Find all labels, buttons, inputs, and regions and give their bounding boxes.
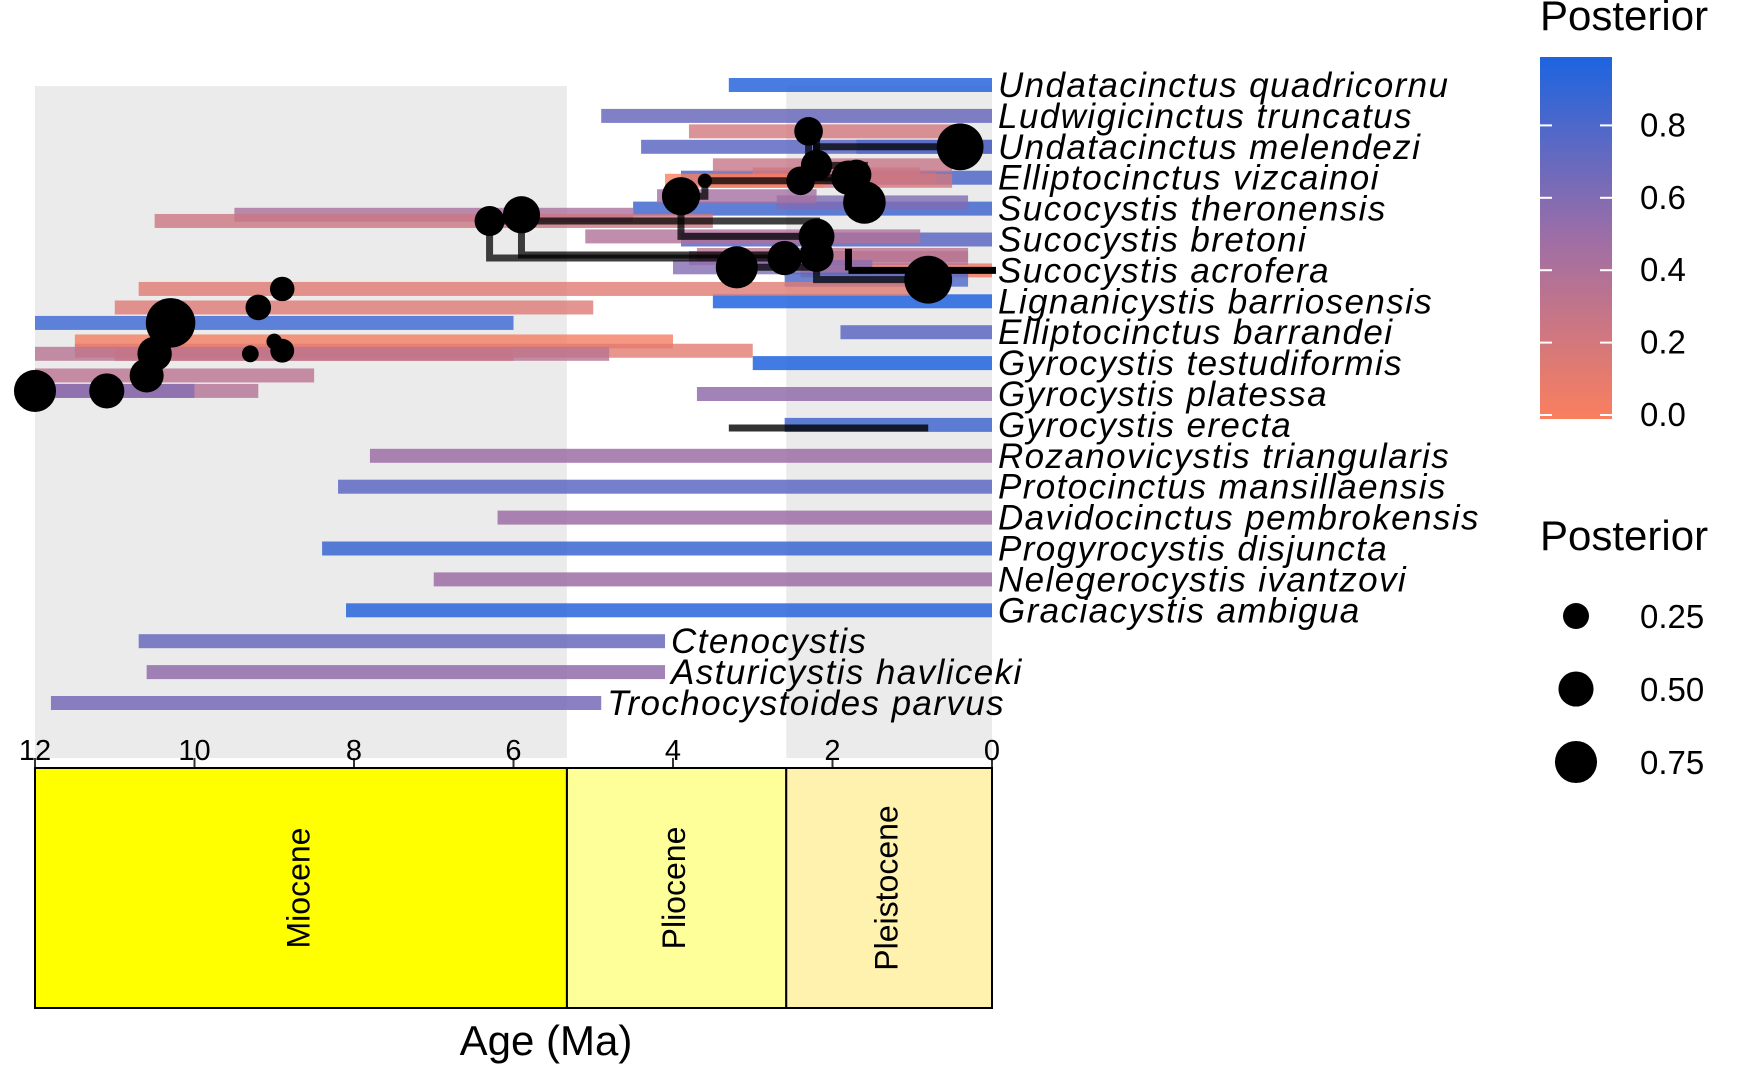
- tip-label: Gyrocystis testudiformis: [998, 344, 1403, 383]
- x-tick-label: 10: [178, 735, 210, 767]
- size-legend-label: 0.25: [1640, 598, 1704, 635]
- tip-bar: [322, 541, 993, 556]
- size-legend-dot: [1554, 740, 1598, 784]
- node-dot: [13, 369, 57, 412]
- tip-bar: [696, 387, 992, 401]
- tip-label: Protocinctus mansillaensis: [998, 468, 1447, 507]
- x-tick-label: 4: [665, 735, 681, 767]
- tip-bar: [433, 572, 992, 587]
- size-legend-label: 0.50: [1640, 671, 1704, 708]
- node-dot: [936, 123, 984, 171]
- node-dot: [697, 173, 713, 188]
- tip-bar: [50, 696, 602, 710]
- legend-color: Posterior 0.0 0.2 0.4 0.6 0.8: [1540, 0, 1708, 433]
- epoch-box: [565, 767, 788, 1009]
- tip-label: Graciacystis ambigua: [998, 591, 1361, 630]
- tip-label: Sucocystis acrofera: [998, 251, 1330, 290]
- tip-bar: [138, 634, 666, 649]
- node-hpd-bar: [35, 346, 610, 361]
- tip-label: Rozanovicystis triangularis: [998, 437, 1450, 476]
- tip-label: Gyrocystis erecta: [998, 406, 1292, 445]
- node-dot: [904, 255, 953, 304]
- tip-label: Ludwigicinctus truncatus: [998, 97, 1413, 136]
- node-dot: [502, 196, 541, 234]
- x-tick-label: 0: [984, 735, 1000, 767]
- node-dot: [661, 177, 701, 216]
- epoch-label: Pleistocene: [869, 805, 905, 970]
- node-dot: [715, 246, 758, 289]
- node-hpd-bar: [35, 315, 514, 330]
- tip-bar: [346, 603, 992, 618]
- colorbar-label: 0.0: [1640, 396, 1686, 433]
- size-legend-dot: [1558, 671, 1594, 707]
- epoch-strip: Miocene Pliocene Pleistocene: [34, 767, 993, 1009]
- tip-label: Gyrocystis platessa: [998, 375, 1328, 414]
- tip-label: Sucocystis theronensis: [998, 190, 1387, 229]
- legend-size-title: Posterior: [1540, 512, 1708, 559]
- tip-label: Sucocystis bretoni: [998, 221, 1307, 260]
- node-dot: [767, 240, 802, 276]
- node-hpd-bar: [688, 124, 961, 139]
- legend-size: Posterior 0.25 0.50 0.75: [1540, 512, 1708, 784]
- node-dot: [799, 237, 834, 272]
- tip-bar: [752, 356, 992, 371]
- colorbar-label: 0.2: [1640, 324, 1686, 361]
- node-dot: [245, 294, 272, 321]
- tip-labels: Undatacinctus quadricornuLudwigicinctus …: [607, 66, 1480, 723]
- tip-bar: [338, 479, 992, 494]
- node-hpd-bar: [114, 300, 594, 315]
- colorbar-label: 0.8: [1640, 106, 1686, 143]
- node-dot: [794, 117, 823, 146]
- x-tick-label: 2: [824, 735, 840, 767]
- node-posterior-dots: [13, 117, 984, 412]
- legend-color-title: Posterior: [1540, 0, 1708, 39]
- tip-label: Undatacinctus quadricornu: [998, 66, 1449, 105]
- tip-label: Davidocinctus pembrokensis: [998, 499, 1480, 538]
- x-tick-label: 6: [505, 735, 521, 767]
- tip-label: Elliptocinctus vizcainoi: [998, 159, 1380, 198]
- tip-bar: [369, 448, 992, 463]
- node-dot: [89, 373, 125, 409]
- node-dot: [129, 358, 164, 393]
- x-tick-label: 8: [346, 735, 362, 767]
- node-dot: [269, 276, 295, 302]
- node-dot: [786, 166, 815, 196]
- size-legend-dot: [1563, 603, 1589, 629]
- tip-bar: [497, 510, 992, 525]
- x-axis-title: Age (Ma): [460, 1017, 633, 1064]
- tip-label: Undatacinctus melendezi: [998, 128, 1421, 167]
- x-tick-label: 12: [19, 735, 51, 767]
- epoch-box: [785, 767, 993, 1009]
- epoch-box: [34, 767, 568, 1009]
- epoch-background: [35, 86, 567, 758]
- tip-bar: [601, 108, 992, 123]
- tip-label: Lignanicystis barriosensis: [998, 282, 1433, 321]
- node-hpd-bar: [35, 368, 315, 383]
- colorbar-label: 0.4: [1640, 251, 1686, 288]
- x-axis: 12 10 8 6 4 2 0: [19, 735, 1000, 768]
- tip-label: Progyrocystis disjuncta: [998, 530, 1388, 569]
- tip-label: Ctenocystis: [671, 622, 867, 661]
- node-dot: [270, 338, 295, 363]
- tip-label: Trochocystoides parvus: [607, 684, 1005, 723]
- tip-label: Asturicystis havliceki: [669, 653, 1023, 692]
- epoch-label: Miocene: [280, 828, 316, 949]
- node-dot: [474, 205, 505, 236]
- size-legend-label: 0.75: [1640, 744, 1704, 781]
- legend-colorbar: [1540, 57, 1612, 419]
- node-dot: [241, 345, 259, 363]
- epoch-label: Pliocene: [656, 827, 692, 950]
- node-hpd-bar: [138, 281, 913, 296]
- tip-bar: [728, 78, 992, 92]
- tip-bar: [146, 665, 666, 680]
- node-dot: [841, 159, 872, 190]
- tip-label: Nelegerocystis ivantzovi: [998, 560, 1407, 599]
- tip-bar: [840, 325, 992, 340]
- tip-label: Elliptocinctus barrandei: [998, 313, 1393, 352]
- tip-bar: [712, 294, 992, 309]
- node-dot: [145, 298, 196, 348]
- colorbar-label: 0.6: [1640, 179, 1686, 216]
